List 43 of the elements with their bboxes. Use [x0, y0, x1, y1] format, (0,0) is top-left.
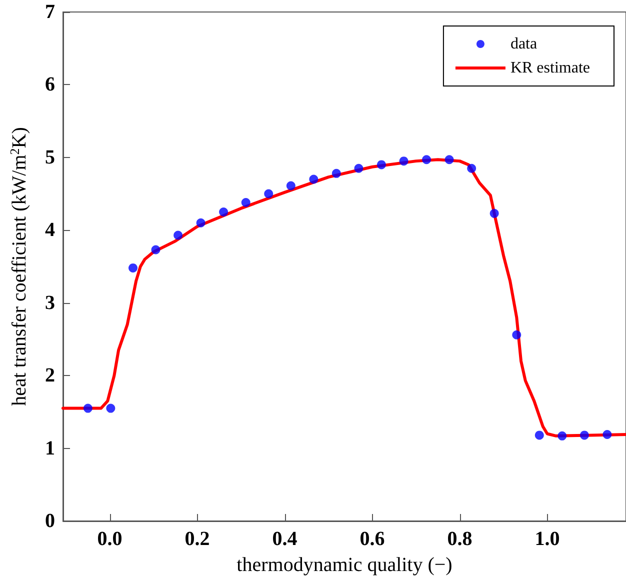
point	[286, 181, 296, 190]
legend-label: KR estimate	[510, 60, 590, 76]
point	[354, 164, 364, 173]
y-tick-label: 1	[45, 437, 55, 460]
x-tick-label: 0.8	[447, 528, 472, 550]
point	[83, 404, 92, 413]
point	[196, 218, 206, 228]
x-tick-label: 0.6	[360, 528, 385, 550]
point	[444, 155, 454, 164]
y-tick-label: 5	[45, 146, 55, 168]
x-tick-label: 0.2	[184, 528, 210, 550]
point	[332, 168, 341, 178]
x-axis-title: thermodynamic quality (−)	[236, 554, 452, 576]
legend-label: data	[510, 36, 538, 52]
line-series	[62, 158, 626, 438]
point	[174, 230, 183, 240]
point	[128, 263, 138, 272]
y-tick-label: 4	[45, 219, 55, 242]
y-tick-label: 2	[45, 364, 55, 387]
point	[309, 174, 318, 184]
point	[241, 198, 250, 208]
y-tick-label: 6	[45, 74, 55, 96]
point	[490, 208, 499, 218]
point	[399, 156, 408, 166]
y-axis-title: heat transfer coefficient (kW/m2K)	[7, 127, 30, 406]
point	[512, 330, 522, 340]
point	[580, 430, 589, 440]
point	[151, 245, 160, 254]
y-tick-label: 7	[45, 1, 55, 23]
point	[264, 189, 274, 198]
y-tick-label: 3	[45, 292, 55, 314]
y-tick-label: 0	[45, 510, 55, 532]
x-tick-label: 0.4	[272, 528, 298, 550]
point	[219, 207, 228, 216]
point	[106, 404, 116, 413]
point	[558, 431, 567, 440]
point	[376, 160, 386, 170]
point	[534, 430, 544, 440]
point	[422, 155, 432, 164]
x-tick-label: 1.0	[534, 528, 560, 550]
point	[467, 164, 476, 173]
point	[602, 430, 612, 439]
x-tick-label: 0.0	[97, 528, 122, 550]
